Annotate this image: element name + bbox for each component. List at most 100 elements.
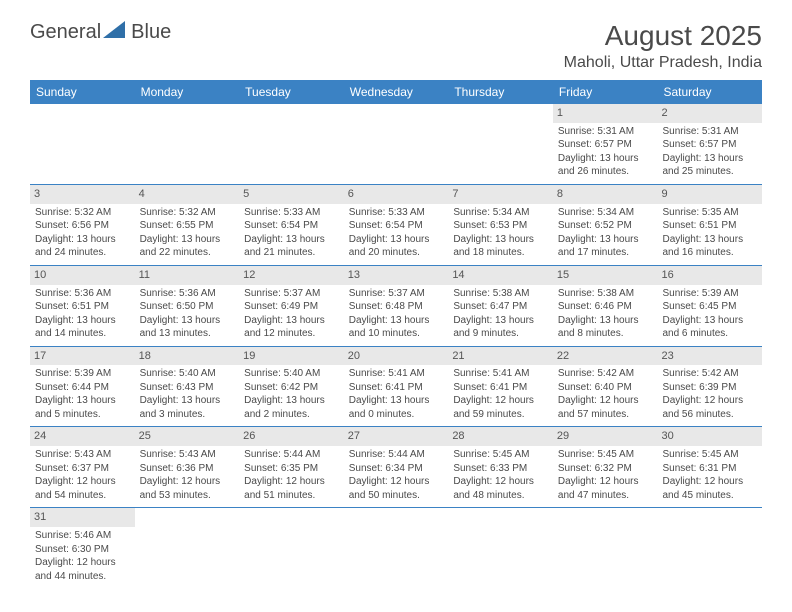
calendar-cell: 28Sunrise: 5:45 AMSunset: 6:33 PMDayligh… xyxy=(448,427,553,507)
day-content: Sunrise: 5:39 AMSunset: 6:44 PMDaylight:… xyxy=(35,367,130,421)
day-content: Sunrise: 5:38 AMSunset: 6:47 PMDaylight:… xyxy=(453,287,548,341)
day-line-sr: Sunrise: 5:40 AM xyxy=(244,367,339,381)
day-line-ss: Sunset: 6:43 PM xyxy=(140,381,235,395)
day-line-d2: and 56 minutes. xyxy=(662,408,757,422)
day-line-ss: Sunset: 6:48 PM xyxy=(349,300,444,314)
day-content: Sunrise: 5:39 AMSunset: 6:45 PMDaylight:… xyxy=(662,287,757,341)
day-content: Sunrise: 5:43 AMSunset: 6:37 PMDaylight:… xyxy=(35,448,130,502)
weekday-sun: Sunday xyxy=(30,80,135,104)
day-number: 3 xyxy=(30,185,135,204)
day-line-d1: Daylight: 12 hours xyxy=(662,394,757,408)
day-number: 1 xyxy=(553,104,658,123)
day-line-d1: Daylight: 13 hours xyxy=(558,233,653,247)
day-line-ss: Sunset: 6:33 PM xyxy=(453,462,548,476)
day-line-ss: Sunset: 6:55 PM xyxy=(140,219,235,233)
day-line-d2: and 6 minutes. xyxy=(662,327,757,341)
calendar-cell: 5Sunrise: 5:33 AMSunset: 6:54 PMDaylight… xyxy=(239,185,344,265)
day-line-d1: Daylight: 13 hours xyxy=(244,394,339,408)
calendar-cell: 3Sunrise: 5:32 AMSunset: 6:56 PMDaylight… xyxy=(30,185,135,265)
day-content: Sunrise: 5:31 AMSunset: 6:57 PMDaylight:… xyxy=(662,125,757,179)
day-content: Sunrise: 5:38 AMSunset: 6:46 PMDaylight:… xyxy=(558,287,653,341)
day-line-sr: Sunrise: 5:39 AM xyxy=(35,367,130,381)
day-line-d1: Daylight: 13 hours xyxy=(140,233,235,247)
day-line-sr: Sunrise: 5:34 AM xyxy=(453,206,548,220)
calendar-cell: 14Sunrise: 5:38 AMSunset: 6:47 PMDayligh… xyxy=(448,266,553,346)
day-content: Sunrise: 5:42 AMSunset: 6:39 PMDaylight:… xyxy=(662,367,757,421)
calendar-cell xyxy=(239,104,344,184)
calendar-cell: 22Sunrise: 5:42 AMSunset: 6:40 PMDayligh… xyxy=(553,347,658,427)
day-content: Sunrise: 5:34 AMSunset: 6:52 PMDaylight:… xyxy=(558,206,653,260)
calendar-cell: 16Sunrise: 5:39 AMSunset: 6:45 PMDayligh… xyxy=(657,266,762,346)
day-line-sr: Sunrise: 5:45 AM xyxy=(558,448,653,462)
calendar: Sunday Monday Tuesday Wednesday Thursday… xyxy=(30,80,762,588)
day-content: Sunrise: 5:44 AMSunset: 6:34 PMDaylight:… xyxy=(349,448,444,502)
day-number: 2 xyxy=(657,104,762,123)
day-number: 18 xyxy=(135,347,240,366)
day-content: Sunrise: 5:43 AMSunset: 6:36 PMDaylight:… xyxy=(140,448,235,502)
day-line-ss: Sunset: 6:40 PM xyxy=(558,381,653,395)
day-line-d1: Daylight: 13 hours xyxy=(35,314,130,328)
calendar-cell xyxy=(135,508,240,588)
day-number: 31 xyxy=(30,508,135,527)
day-line-d1: Daylight: 12 hours xyxy=(558,394,653,408)
day-line-d2: and 17 minutes. xyxy=(558,246,653,260)
day-line-d1: Daylight: 13 hours xyxy=(349,394,444,408)
calendar-cell: 19Sunrise: 5:40 AMSunset: 6:42 PMDayligh… xyxy=(239,347,344,427)
day-line-ss: Sunset: 6:53 PM xyxy=(453,219,548,233)
day-content: Sunrise: 5:46 AMSunset: 6:30 PMDaylight:… xyxy=(35,529,130,583)
day-line-d2: and 47 minutes. xyxy=(558,489,653,503)
day-line-d1: Daylight: 13 hours xyxy=(453,314,548,328)
day-line-sr: Sunrise: 5:40 AM xyxy=(140,367,235,381)
day-line-sr: Sunrise: 5:35 AM xyxy=(662,206,757,220)
day-content: Sunrise: 5:37 AMSunset: 6:48 PMDaylight:… xyxy=(349,287,444,341)
day-number: 13 xyxy=(344,266,449,285)
day-line-sr: Sunrise: 5:44 AM xyxy=(349,448,444,462)
day-line-d2: and 8 minutes. xyxy=(558,327,653,341)
day-number: 25 xyxy=(135,427,240,446)
page: General Blue August 2025 Maholi, Uttar P… xyxy=(0,0,792,608)
weekday-sat: Saturday xyxy=(657,80,762,104)
day-number: 15 xyxy=(553,266,658,285)
weekday-fri: Friday xyxy=(553,80,658,104)
day-line-sr: Sunrise: 5:39 AM xyxy=(662,287,757,301)
day-line-d2: and 25 minutes. xyxy=(662,165,757,179)
day-line-d1: Daylight: 13 hours xyxy=(349,314,444,328)
day-number: 8 xyxy=(553,185,658,204)
day-line-ss: Sunset: 6:41 PM xyxy=(349,381,444,395)
day-line-ss: Sunset: 6:57 PM xyxy=(558,138,653,152)
day-line-ss: Sunset: 6:34 PM xyxy=(349,462,444,476)
day-line-d1: Daylight: 12 hours xyxy=(35,475,130,489)
sail-icon xyxy=(103,20,129,44)
weekday-tue: Tuesday xyxy=(239,80,344,104)
calendar-row: 3Sunrise: 5:32 AMSunset: 6:56 PMDaylight… xyxy=(30,185,762,266)
page-title: August 2025 xyxy=(564,20,762,52)
day-line-ss: Sunset: 6:54 PM xyxy=(349,219,444,233)
day-content: Sunrise: 5:45 AMSunset: 6:33 PMDaylight:… xyxy=(453,448,548,502)
calendar-cell: 27Sunrise: 5:44 AMSunset: 6:34 PMDayligh… xyxy=(344,427,449,507)
day-line-sr: Sunrise: 5:31 AM xyxy=(662,125,757,139)
day-line-d1: Daylight: 12 hours xyxy=(349,475,444,489)
calendar-row: 1Sunrise: 5:31 AMSunset: 6:57 PMDaylight… xyxy=(30,104,762,185)
day-content: Sunrise: 5:36 AMSunset: 6:51 PMDaylight:… xyxy=(35,287,130,341)
calendar-cell: 9Sunrise: 5:35 AMSunset: 6:51 PMDaylight… xyxy=(657,185,762,265)
calendar-header: Sunday Monday Tuesday Wednesday Thursday… xyxy=(30,80,762,104)
day-line-ss: Sunset: 6:47 PM xyxy=(453,300,548,314)
logo: General Blue xyxy=(30,20,171,44)
day-content: Sunrise: 5:33 AMSunset: 6:54 PMDaylight:… xyxy=(349,206,444,260)
day-line-ss: Sunset: 6:51 PM xyxy=(662,219,757,233)
day-line-d1: Daylight: 13 hours xyxy=(662,152,757,166)
day-line-d2: and 14 minutes. xyxy=(35,327,130,341)
day-number: 7 xyxy=(448,185,553,204)
day-line-d2: and 54 minutes. xyxy=(35,489,130,503)
calendar-cell: 25 Sunrise: 5:43 AMSunset: 6:36 PMDayligh… xyxy=(135,427,240,507)
day-content: Sunrise: 5:40 AMSunset: 6:43 PMDaylight:… xyxy=(140,367,235,421)
day-line-sr: Sunrise: 5:45 AM xyxy=(662,448,757,462)
day-line-sr: Sunrise: 5:37 AM xyxy=(349,287,444,301)
day-line-sr: Sunrise: 5:34 AM xyxy=(558,206,653,220)
day-line-ss: Sunset: 6:49 PM xyxy=(244,300,339,314)
day-line-d2: and 18 minutes. xyxy=(453,246,548,260)
day-line-d1: Daylight: 12 hours xyxy=(662,475,757,489)
day-content: Sunrise: 5:34 AMSunset: 6:53 PMDaylight:… xyxy=(453,206,548,260)
day-line-d1: Daylight: 13 hours xyxy=(35,394,130,408)
calendar-cell: 13 Sunrise: 5:37 AMSunset: 6:48 PMDayligh… xyxy=(344,266,449,346)
